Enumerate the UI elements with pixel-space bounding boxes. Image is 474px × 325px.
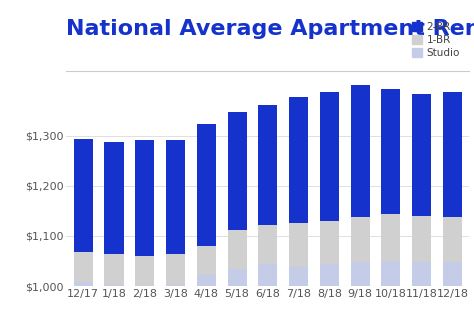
Bar bbox=[74, 252, 93, 282]
Bar bbox=[258, 265, 277, 286]
Bar bbox=[381, 89, 401, 214]
Bar bbox=[351, 217, 370, 262]
Bar bbox=[166, 285, 185, 286]
Bar bbox=[381, 261, 401, 286]
Bar bbox=[104, 142, 124, 254]
Bar bbox=[351, 84, 370, 217]
Bar bbox=[197, 246, 216, 275]
Bar bbox=[197, 275, 216, 286]
Bar bbox=[104, 254, 124, 285]
Bar bbox=[289, 97, 308, 223]
Bar bbox=[135, 140, 155, 256]
Bar bbox=[412, 263, 431, 286]
Legend: 2-BR, 1-BR, Studio: 2-BR, 1-BR, Studio bbox=[408, 18, 464, 62]
Bar bbox=[351, 262, 370, 286]
Bar bbox=[289, 267, 308, 286]
Bar bbox=[443, 92, 462, 217]
Bar bbox=[74, 139, 93, 252]
Bar bbox=[197, 124, 216, 246]
Bar bbox=[412, 94, 431, 216]
Bar bbox=[228, 269, 246, 286]
Bar bbox=[228, 230, 246, 269]
Bar bbox=[166, 254, 185, 285]
Text: National Average Apartment Rents: National Average Apartment Rents bbox=[66, 19, 474, 39]
Bar bbox=[104, 285, 124, 286]
Bar bbox=[443, 217, 462, 263]
Bar bbox=[166, 140, 185, 254]
Bar bbox=[135, 256, 155, 286]
Bar bbox=[228, 111, 246, 230]
Bar bbox=[412, 216, 431, 263]
Bar bbox=[258, 225, 277, 265]
Bar bbox=[258, 105, 277, 225]
Bar bbox=[74, 282, 93, 286]
Bar bbox=[381, 214, 401, 261]
Bar bbox=[320, 265, 339, 286]
Bar bbox=[443, 263, 462, 286]
Bar bbox=[320, 92, 339, 221]
Bar bbox=[289, 223, 308, 267]
Bar bbox=[320, 221, 339, 265]
